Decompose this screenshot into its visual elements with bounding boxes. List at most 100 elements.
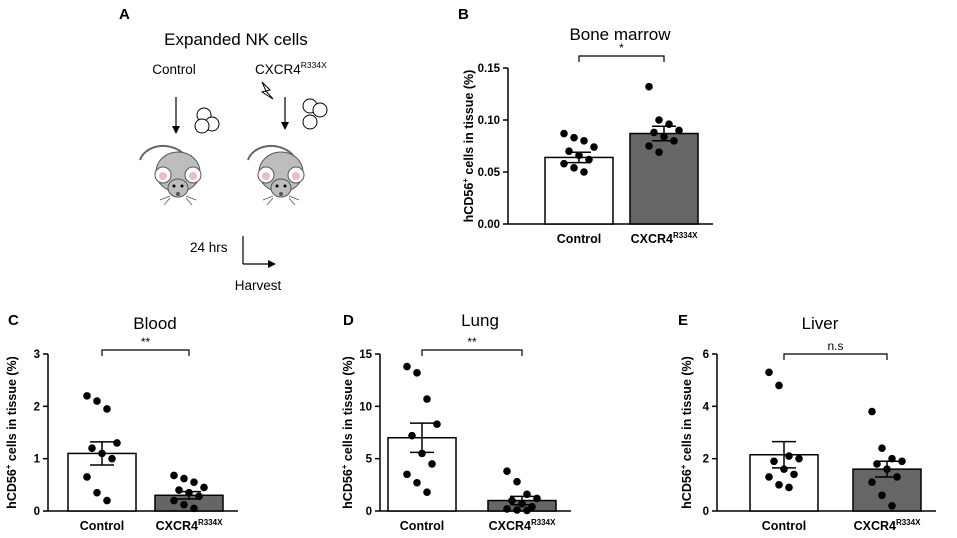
data-point (868, 478, 876, 487)
data-point (570, 164, 578, 172)
y-axis-label-base: hCD56 (341, 469, 355, 509)
mouse-icon-mutant (247, 145, 305, 206)
category-label-base: Control (80, 519, 124, 533)
y-axis-label: hCD56+ cells in tissue (%) (679, 356, 694, 509)
category-label: CXCR4R334X (631, 231, 699, 246)
category-label: CXCR4R334X (489, 518, 557, 533)
significance-bracket (421, 349, 523, 356)
data-point (403, 362, 411, 371)
data-point (428, 460, 436, 468)
y-axis-label-rest: cells in tissue (%) (5, 356, 19, 464)
data-point (93, 397, 101, 405)
schematic-title: Expanded NK cells (164, 30, 308, 49)
y-axis-label-sup: + (461, 178, 470, 183)
panel-letter-d: D (343, 312, 354, 329)
data-point (580, 168, 588, 176)
schematic-panel: Expanded NK cells Control CXCR4R334X (139, 30, 328, 293)
data-point (898, 457, 906, 466)
category-label-base: Control (762, 519, 806, 533)
data-point (883, 465, 891, 473)
data-point (190, 504, 198, 513)
y-tick-label: 0 (703, 506, 709, 518)
chart-lung: Lung hCD56+ cells in tissue (%) 0 5 10 15 Cont… (340, 311, 571, 533)
category-label-sup: R334X (673, 231, 698, 240)
harvest-label: Harvest (235, 278, 282, 293)
data-point (790, 470, 798, 479)
schematic-control-label: Control (152, 62, 196, 77)
data-point (770, 457, 778, 466)
y-axis-label-sup: + (4, 464, 13, 469)
significance-bracket (783, 353, 888, 360)
data-point (560, 159, 568, 168)
mouse-icon-control (139, 145, 202, 206)
chart-blood: Blood hCD56+ cells in tissue (%) 0 1 2 3 Contr… (4, 314, 238, 533)
category-label: Control (557, 232, 601, 246)
schematic-mutant-base: CXCR4 (255, 62, 301, 77)
bar (749, 453, 819, 512)
y-axis-label-base: hCD56 (680, 469, 694, 509)
data-point (533, 494, 541, 503)
y-axis-label-base: hCD56 (5, 469, 19, 509)
data-point (523, 506, 531, 515)
category-label: Control (400, 519, 444, 533)
lightning-icon (260, 81, 274, 100)
data-point (108, 454, 116, 463)
y-tick-label: 2 (34, 401, 40, 413)
data-point (403, 470, 411, 479)
category-label-base: Control (400, 519, 444, 533)
chart-liver: Liver hCD56+ cells in tissue (%) 0 2 4 6 Contr… (679, 314, 936, 533)
data-point (575, 151, 583, 160)
significance-label: ** (467, 335, 477, 349)
data-point (570, 133, 578, 142)
panel-letter-c: C (8, 312, 19, 329)
category-label: CXCR4R334X (156, 518, 224, 533)
y-tick-label: 0 (366, 506, 372, 518)
time-arrow (242, 236, 276, 268)
data-point (585, 155, 593, 164)
y-tick-label: 5 (366, 454, 373, 466)
data-point (655, 148, 663, 157)
chart-title: Liver (802, 314, 839, 333)
data-point (200, 483, 208, 492)
schematic-mutant-sup: R334X (301, 60, 327, 70)
significance-bracket (101, 349, 190, 356)
data-point (83, 392, 91, 400)
data-point (433, 420, 441, 428)
category-label-sup: R334X (896, 518, 921, 527)
y-tick-label: 6 (703, 349, 709, 361)
data-point (503, 505, 511, 513)
data-point (170, 471, 178, 480)
category-label-base: CXCR4 (854, 519, 896, 533)
y-tick-label: 0 (34, 506, 40, 518)
y-axis-label: hCD56+ cells in tissue (%) (340, 356, 355, 509)
y-tick-label: 0.00 (478, 219, 500, 231)
nk-cell-cluster-icon-control (194, 107, 220, 134)
data-point (83, 473, 91, 481)
data-point (175, 486, 183, 494)
data-point (580, 137, 588, 145)
data-point (180, 500, 188, 509)
data-point (98, 449, 106, 458)
data-point (508, 496, 516, 505)
y-axis-label-rest: cells in tissue (%) (462, 70, 476, 178)
category-label: Control (80, 519, 124, 533)
y-tick-label: 2 (703, 454, 709, 466)
schematic-mutant-label: CXCR4R334X (255, 60, 327, 77)
data-point (665, 120, 673, 128)
data-point (513, 506, 521, 514)
data-point (185, 488, 193, 497)
y-tick-label: 0.15 (478, 63, 501, 75)
y-tick-label: 4 (703, 401, 710, 413)
data-point (423, 395, 431, 403)
data-point (590, 143, 598, 151)
data-point (775, 481, 783, 489)
data-point (190, 478, 198, 487)
data-point (103, 496, 111, 505)
category-label-base: Control (557, 232, 601, 246)
data-point (878, 444, 886, 453)
category-label-base: CXCR4 (156, 519, 198, 533)
data-point (180, 474, 188, 483)
data-point (878, 491, 886, 500)
y-tick-label: 0.05 (478, 167, 501, 179)
